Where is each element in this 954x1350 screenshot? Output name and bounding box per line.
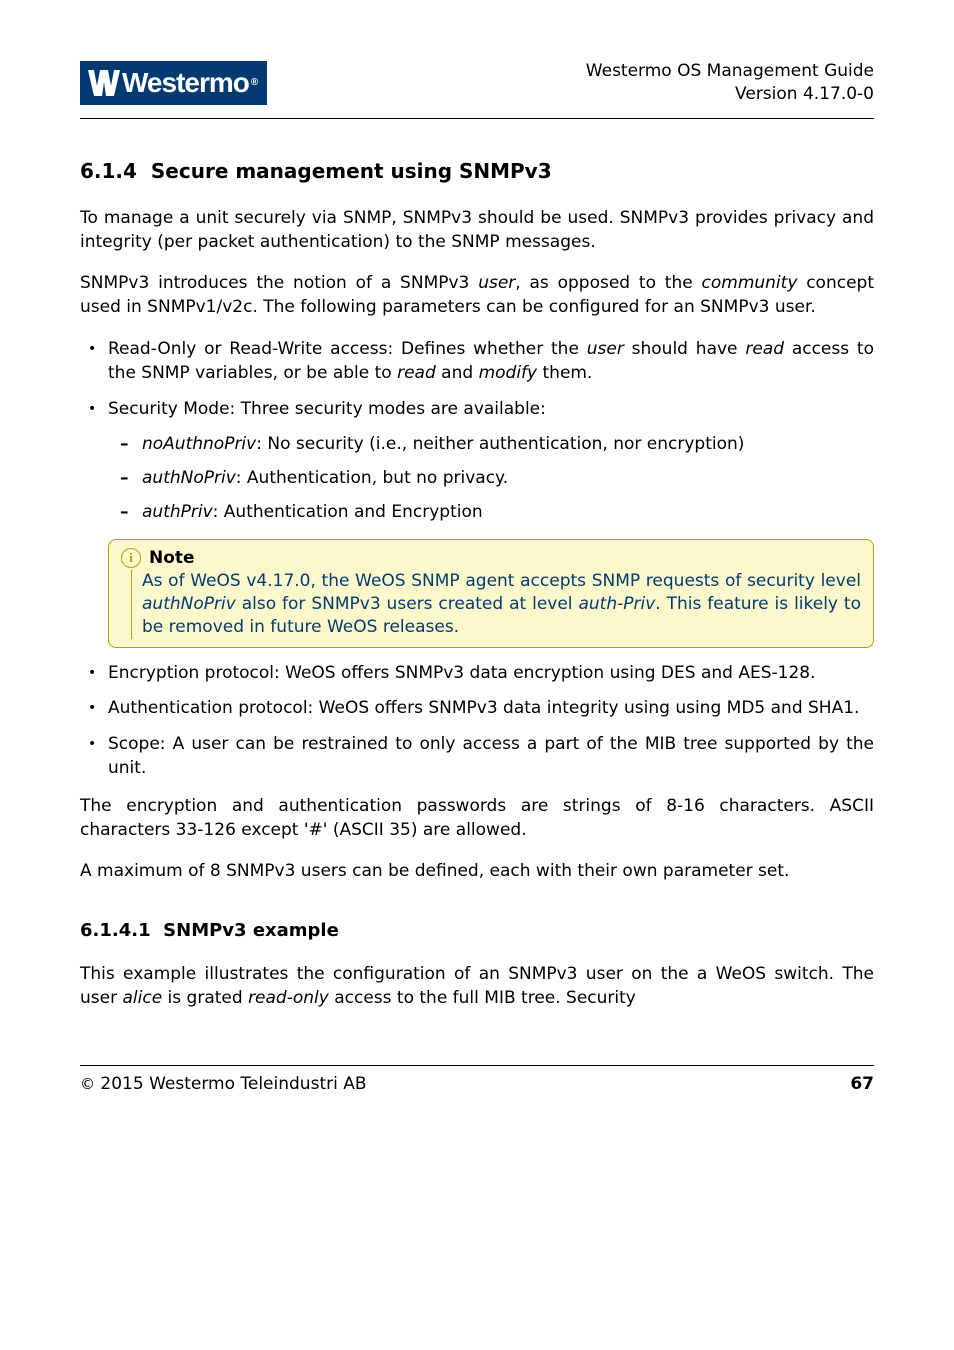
list-item: Encryption protocol: WeOS offers SNMPv3 … [108, 662, 874, 686]
subsection-title: SNMPv3 example [163, 920, 339, 941]
copyright-text: 2015 Westermo Teleindustri AB [100, 1074, 366, 1094]
note-title: Note [149, 548, 195, 568]
text-fragment: Read-Only or Read-Write access: Defines … [108, 339, 587, 359]
text-fragment: also for SNMPv3 users created at level [236, 594, 579, 614]
page-number: 67 [850, 1074, 874, 1094]
text-fragment: : No security (i.e., neither authenticat… [256, 434, 744, 454]
bullet-list-2: Encryption protocol: WeOS offers SNMPv3 … [80, 662, 874, 781]
bullet-list: Read-Only or Read-Write access: Defines … [80, 338, 874, 525]
section-title: Secure management using SNMPv3 [151, 159, 552, 183]
list-item: noAuthnoPriv: No security (i.e., neither… [142, 433, 874, 457]
term-alice: alice [122, 988, 162, 1008]
page-header: Westermo® Westermo OS Management Guide V… [80, 60, 874, 106]
term-modify: modify [479, 363, 538, 383]
list-item: Scope: A user can be restrained to only … [108, 733, 874, 781]
logo: Westermo® [80, 61, 267, 105]
term-noauthnopriv: noAuthnoPriv [142, 434, 256, 454]
list-item: Read-Only or Read-Write access: Defines … [108, 338, 874, 386]
text-fragment: Security Mode: Three security modes are … [108, 399, 546, 419]
logo-box: Westermo® [80, 61, 267, 105]
term-community: community [702, 273, 798, 293]
term-read: read [745, 339, 784, 359]
text-fragment: is grated [162, 988, 248, 1008]
text-fragment: : Authentication, but no privacy. [236, 468, 508, 488]
sub-list: noAuthnoPriv: No security (i.e., neither… [108, 433, 874, 524]
footer-rule [80, 1065, 874, 1066]
header-rule [80, 118, 874, 119]
text-fragment: access to the full MIB tree. Security [329, 988, 636, 1008]
section-heading: 6.1.4 Secure management using SNMPv3 [80, 159, 874, 183]
logo-text: Westermo [122, 67, 249, 99]
paragraph-1: To manage a unit securely via SNMP, SNMP… [80, 207, 874, 255]
page-footer: © 2015 Westermo Teleindustri AB 67 [80, 1074, 874, 1094]
term-authnopriv: authNoPriv [142, 594, 236, 614]
info-icon: i [121, 548, 141, 568]
subsection-number: 6.1.4.1 [80, 920, 151, 941]
list-item: authNoPriv: Authentication, but no priva… [142, 467, 874, 491]
list-item: authPriv: Authentication and Encryption [142, 501, 874, 525]
logo-registered-icon: ® [251, 77, 257, 88]
term-user: user [478, 273, 515, 293]
text-fragment: and [436, 363, 479, 383]
guide-title: Westermo OS Management Guide [586, 60, 874, 83]
subsection-heading: 6.1.4.1 SNMPv3 example [80, 920, 874, 941]
paragraph-4: A maximum of 8 SNMPv3 users can be defin… [80, 860, 874, 884]
list-item: Authentication protocol: WeOS offers SNM… [108, 697, 874, 721]
paragraph-2: SNMPv3 introduces the notion of a SNMPv3… [80, 272, 874, 320]
term-user: user [587, 339, 624, 359]
term-read: read [397, 363, 436, 383]
paragraph-3: The encryption and authentication passwo… [80, 795, 874, 843]
note-header: i Note [121, 548, 861, 568]
section-number: 6.1.4 [80, 159, 137, 183]
term-authpriv: authPriv [142, 502, 213, 522]
paragraph-5: This example illustrates the configurati… [80, 963, 874, 1011]
term-authpriv: auth-Priv [578, 594, 655, 614]
logo-w-icon [88, 70, 120, 96]
text-fragment: , as opposed to the [515, 273, 701, 293]
text-fragment: SNMPv3 introduces the notion of a SNMPv3 [80, 273, 478, 293]
text-fragment: them. [537, 363, 592, 383]
note-box: i Note As of WeOS v4.17.0, the WeOS SNMP… [108, 539, 874, 648]
list-item: Security Mode: Three security modes are … [108, 398, 874, 525]
note-body: As of WeOS v4.17.0, the WeOS SNMP agent … [131, 570, 861, 639]
header-text: Westermo OS Management Guide Version 4.1… [586, 60, 874, 106]
guide-version: Version 4.17.0-0 [586, 83, 874, 106]
text-fragment: As of WeOS v4.17.0, the WeOS SNMP agent … [142, 571, 861, 591]
text-fragment: : Authentication and Encryption [213, 502, 483, 522]
term-authnopriv: authNoPriv [142, 468, 236, 488]
copyright: © 2015 Westermo Teleindustri AB [80, 1074, 367, 1094]
text-fragment: should have [624, 339, 746, 359]
term-readonly: read-only [248, 988, 329, 1008]
